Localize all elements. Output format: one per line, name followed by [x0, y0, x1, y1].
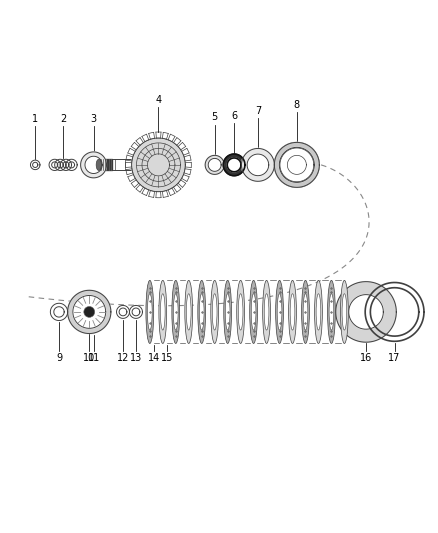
Polygon shape [205, 155, 224, 174]
Polygon shape [241, 149, 274, 181]
Text: 4: 4 [155, 95, 162, 105]
Ellipse shape [303, 294, 308, 330]
Polygon shape [81, 152, 106, 178]
Polygon shape [73, 295, 106, 328]
Ellipse shape [302, 280, 309, 343]
Polygon shape [336, 281, 396, 342]
Ellipse shape [172, 280, 180, 343]
Polygon shape [247, 154, 269, 176]
Ellipse shape [225, 294, 230, 330]
Ellipse shape [289, 280, 297, 343]
Text: 3: 3 [91, 114, 97, 124]
Text: 1: 1 [32, 114, 38, 124]
Ellipse shape [212, 294, 217, 330]
Ellipse shape [277, 294, 282, 330]
Ellipse shape [148, 294, 152, 330]
Polygon shape [208, 158, 221, 172]
Ellipse shape [185, 280, 193, 343]
Ellipse shape [329, 294, 334, 330]
Text: 2: 2 [60, 114, 67, 124]
Text: 11: 11 [88, 353, 100, 363]
Ellipse shape [96, 159, 101, 171]
Ellipse shape [264, 294, 269, 330]
Ellipse shape [159, 280, 167, 343]
Text: 16: 16 [360, 353, 372, 363]
Ellipse shape [328, 280, 336, 343]
Circle shape [84, 306, 95, 317]
Ellipse shape [224, 280, 232, 343]
Text: 6: 6 [231, 111, 237, 121]
Text: 17: 17 [389, 353, 401, 363]
Polygon shape [274, 142, 319, 188]
Text: 9: 9 [56, 353, 62, 363]
Text: 15: 15 [161, 353, 173, 363]
Ellipse shape [173, 294, 178, 330]
Text: 5: 5 [212, 112, 218, 123]
Ellipse shape [211, 280, 219, 343]
Polygon shape [223, 154, 245, 176]
Ellipse shape [340, 280, 348, 343]
Polygon shape [227, 158, 241, 172]
Ellipse shape [250, 280, 258, 343]
Text: 14: 14 [148, 353, 160, 363]
Polygon shape [280, 148, 314, 182]
Text: 10: 10 [83, 353, 95, 363]
Ellipse shape [316, 294, 321, 330]
Circle shape [74, 296, 105, 327]
Ellipse shape [237, 280, 244, 343]
Ellipse shape [198, 280, 205, 343]
Ellipse shape [276, 280, 283, 343]
Polygon shape [67, 290, 111, 334]
Polygon shape [287, 155, 306, 174]
Ellipse shape [187, 294, 191, 330]
Ellipse shape [160, 294, 165, 330]
Polygon shape [279, 147, 314, 182]
Text: 7: 7 [255, 106, 261, 116]
Ellipse shape [199, 294, 204, 330]
Ellipse shape [314, 280, 322, 343]
Text: 13: 13 [130, 353, 142, 363]
Ellipse shape [251, 294, 256, 330]
Polygon shape [349, 295, 383, 329]
Polygon shape [85, 156, 102, 174]
Polygon shape [132, 138, 185, 192]
Text: 8: 8 [294, 100, 300, 109]
Text: 12: 12 [117, 353, 129, 363]
Ellipse shape [342, 294, 347, 330]
Ellipse shape [146, 280, 154, 343]
Ellipse shape [290, 294, 295, 330]
Ellipse shape [263, 280, 270, 343]
Ellipse shape [238, 294, 243, 330]
